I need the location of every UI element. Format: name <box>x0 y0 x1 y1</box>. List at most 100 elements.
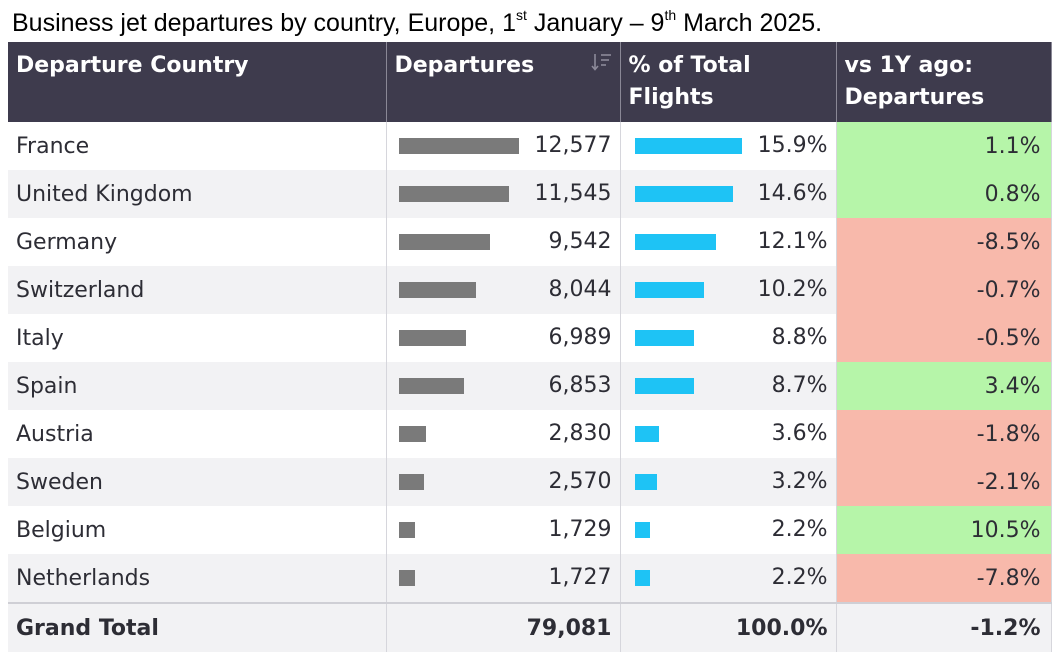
departures-bar <box>398 330 466 346</box>
yoy-cell: 10.5% <box>836 506 1052 554</box>
country-cell: Austria <box>8 410 387 458</box>
pct-value: 2.2% <box>771 565 828 590</box>
departures-cell: 1,729 <box>386 506 621 554</box>
country-cell: Italy <box>8 314 387 362</box>
pct-cell: 8.7% <box>620 362 837 410</box>
departures-bar <box>398 474 424 490</box>
departures-value: 12,577 <box>534 133 612 158</box>
departures-bar <box>398 426 426 442</box>
pct-bar <box>634 186 733 202</box>
departures-bar <box>398 186 509 202</box>
pct-bar <box>634 522 650 538</box>
yoy-cell: -0.5% <box>836 314 1052 362</box>
pct-cell: 3.2% <box>620 458 837 506</box>
yoy-cell: -8.5% <box>836 218 1052 266</box>
departures-bar <box>398 522 415 538</box>
departures-cell: 12,577 <box>386 122 621 170</box>
table-row: Germany 9,542 12.1% -8.5% <box>8 218 1052 266</box>
departures-value: 8,044 <box>548 277 612 302</box>
pct-cell: 8.8% <box>620 314 837 362</box>
departures-cell: 11,545 <box>386 170 621 218</box>
table-row: Sweden 2,570 3.2% -2.1% <box>8 458 1052 506</box>
departures-bar <box>398 570 415 586</box>
pct-bar <box>634 282 704 298</box>
departures-value: 6,853 <box>548 373 612 398</box>
departures-cell: 6,853 <box>386 362 621 410</box>
pct-value: 12.1% <box>757 229 828 254</box>
departures-bar <box>398 138 519 154</box>
country-cell: France <box>8 122 387 170</box>
pct-cell: 2.2% <box>620 506 837 554</box>
pct-bar <box>634 474 657 490</box>
pct-value: 8.7% <box>771 373 828 398</box>
departures-cell: 8,044 <box>386 266 621 314</box>
header-departure-country[interactable]: Departure Country <box>8 42 387 122</box>
departures-value: 2,830 <box>548 421 612 446</box>
country-cell: Belgium <box>8 506 387 554</box>
departures-value: 9,542 <box>548 229 612 254</box>
pct-bar <box>634 138 742 154</box>
country-cell: Sweden <box>8 458 387 506</box>
sort-descending-icon[interactable] <box>590 52 612 72</box>
pct-cell: 10.2% <box>620 266 837 314</box>
yoy-cell: -0.7% <box>836 266 1052 314</box>
country-cell: Switzerland <box>8 266 387 314</box>
grand-total-row: Grand Total 79,081 100.0% -1.2% <box>8 602 1052 652</box>
departures-cell: 6,989 <box>386 314 621 362</box>
pct-bar <box>634 234 716 250</box>
table-row: Italy 6,989 8.8% -0.5% <box>8 314 1052 362</box>
grand-total-pct: 100.0% <box>620 602 837 652</box>
pct-bar <box>634 570 650 586</box>
pct-bar <box>634 426 659 442</box>
departures-value: 2,570 <box>548 469 612 494</box>
country-cell: Germany <box>8 218 387 266</box>
grand-total-departures: 79,081 <box>386 602 621 652</box>
country-cell: United Kingdom <box>8 170 387 218</box>
yoy-cell: 3.4% <box>836 362 1052 410</box>
departures-bar <box>398 282 476 298</box>
yoy-cell: -7.8% <box>836 554 1052 603</box>
chart-title: Business jet departures by country, Euro… <box>12 7 823 37</box>
pct-value: 8.8% <box>771 325 828 350</box>
pct-cell: 15.9% <box>620 122 837 170</box>
departures-cell: 1,727 <box>386 554 621 603</box>
pct-value: 2.2% <box>771 517 828 542</box>
yoy-cell: 1.1% <box>836 122 1052 170</box>
table-row: Switzerland 8,044 10.2% -0.7% <box>8 266 1052 314</box>
header-pct-total-flights[interactable]: % of Total Flights <box>620 42 837 122</box>
pct-value: 14.6% <box>757 181 828 206</box>
departures-bar <box>398 378 464 394</box>
pct-bar <box>634 330 694 346</box>
pct-value: 3.6% <box>771 421 828 446</box>
pct-cell: 14.6% <box>620 170 837 218</box>
grand-total-yoy: -1.2% <box>836 602 1052 652</box>
table-row: Netherlands 1,727 2.2% -7.8% <box>8 554 1052 603</box>
departures-table: Departure Country Departures % of Total F… <box>8 42 1052 652</box>
table-row: France 12,577 15.9% 1.1% <box>8 122 1052 170</box>
pct-cell: 12.1% <box>620 218 837 266</box>
departures-cell: 2,570 <box>386 458 621 506</box>
pct-value: 15.9% <box>757 133 828 158</box>
yoy-cell: -2.1% <box>836 458 1052 506</box>
departures-value: 1,729 <box>548 517 612 542</box>
table-row: United Kingdom 11,545 14.6% 0.8% <box>8 170 1052 218</box>
grand-total-label: Grand Total <box>8 602 387 652</box>
pct-bar <box>634 378 694 394</box>
departures-bar <box>398 234 490 250</box>
header-row: Departure Country Departures % of Total F… <box>8 42 1052 122</box>
table-row: Belgium 1,729 2.2% 10.5% <box>8 506 1052 554</box>
pct-value: 10.2% <box>757 277 828 302</box>
header-departures[interactable]: Departures <box>386 42 621 122</box>
departures-value: 6,989 <box>548 325 612 350</box>
pct-value: 3.2% <box>771 469 828 494</box>
table-row: Spain 6,853 8.7% 3.4% <box>8 362 1052 410</box>
yoy-cell: 0.8% <box>836 170 1052 218</box>
yoy-cell: -1.8% <box>836 410 1052 458</box>
header-vs-1y-ago[interactable]: vs 1Y ago: Departures <box>836 42 1052 122</box>
departures-value: 1,727 <box>548 565 612 590</box>
departures-cell: 9,542 <box>386 218 621 266</box>
pct-cell: 2.2% <box>620 554 837 603</box>
table-row: Austria 2,830 3.6% -1.8% <box>8 410 1052 458</box>
departures-value: 11,545 <box>534 181 612 206</box>
country-cell: Spain <box>8 362 387 410</box>
